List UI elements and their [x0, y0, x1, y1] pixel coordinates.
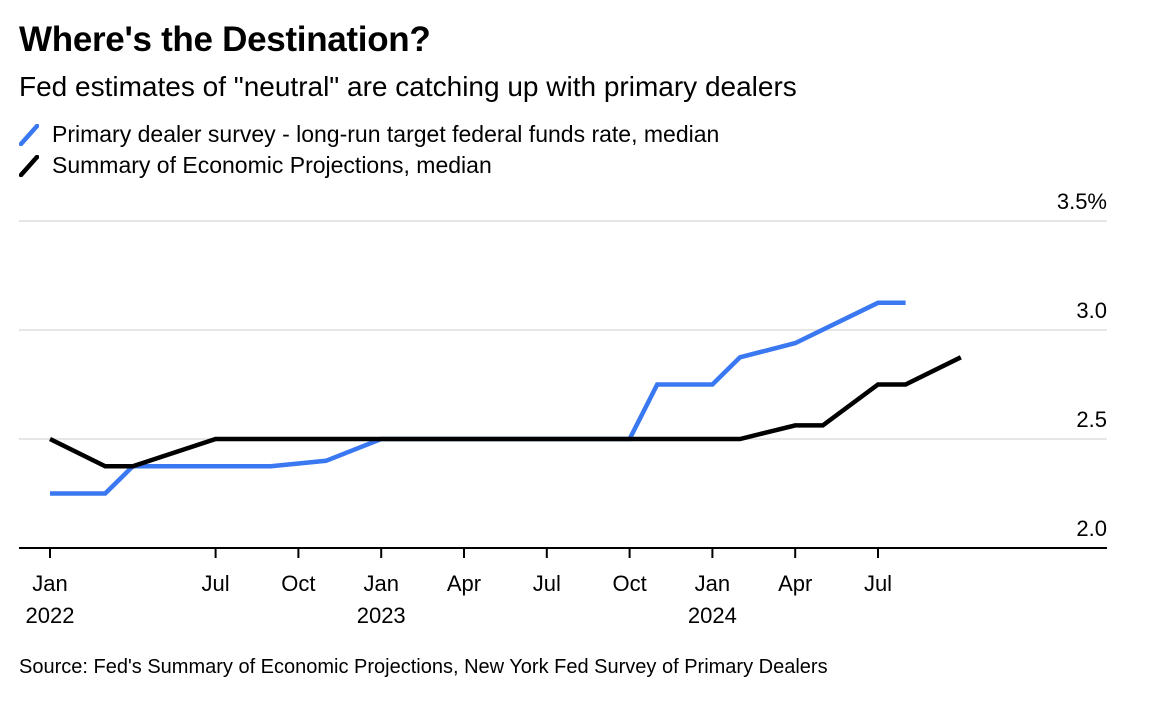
- legend-label-primary-dealer: Primary dealer survey - long-run target …: [52, 121, 720, 147]
- legend-swatch-sep: [19, 154, 39, 177]
- chart-title: Where's the Destination?: [19, 20, 431, 59]
- source-note: Source: Fed's Summary of Economic Projec…: [19, 656, 828, 678]
- legend-item-primary-dealer: Primary dealer survey - long-run target …: [19, 119, 719, 150]
- x-tick-label: Jul: [202, 571, 230, 596]
- chart-subtitle: Fed estimates of "neutral" are catching …: [19, 71, 797, 102]
- x-tick-label: Apr: [778, 571, 812, 596]
- series-line-0: [50, 300, 906, 496]
- legend-swatch-primary-dealer: [19, 123, 39, 146]
- legend: Primary dealer survey - long-run target …: [19, 119, 719, 181]
- y-tick-label: 2.5: [1076, 407, 1107, 432]
- x-tick-year-label: 2022: [26, 603, 75, 628]
- y-tick-label: 2.0: [1076, 516, 1107, 541]
- y-axis-tick-labels: 2.0 2.5 3.0 3.5%: [1057, 189, 1107, 541]
- x-tick-label: Oct: [281, 571, 315, 596]
- series-lines: [49, 300, 962, 496]
- x-tick-year-label: 2024: [688, 603, 737, 628]
- y-tick-label: 3.5%: [1057, 189, 1107, 214]
- x-tick-year-label: 2023: [357, 603, 406, 628]
- x-axis: Jan 2022 Jul Oct Jan 2023 Apr Jul Oct Jan 2024 Apr J…: [19, 547, 1107, 628]
- gridlines: [19, 220, 1107, 440]
- x-tick-label: Oct: [612, 571, 646, 596]
- x-tick-label: Jan: [32, 571, 67, 596]
- x-tick-label: Jul: [864, 571, 892, 596]
- series-line-1: [49, 355, 962, 469]
- y-tick-label: 3.0: [1076, 298, 1107, 323]
- x-tick-label: Jan: [695, 571, 730, 596]
- x-tick-label: Jul: [533, 571, 561, 596]
- x-tick-label: Jan: [363, 571, 398, 596]
- x-tick-label: Apr: [447, 571, 481, 596]
- legend-label-sep: Summary of Economic Projections, median: [52, 152, 492, 178]
- legend-item-sep: Summary of Economic Projections, median: [19, 150, 719, 181]
